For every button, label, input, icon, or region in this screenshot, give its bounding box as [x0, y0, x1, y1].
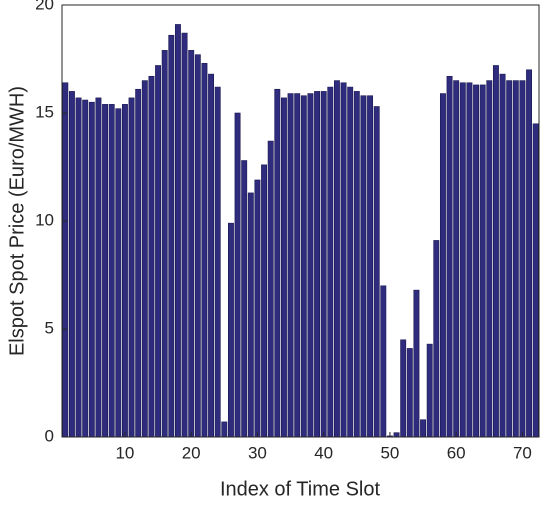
bar — [466, 82, 473, 438]
bar — [333, 80, 340, 438]
y-tick-label: 20 — [35, 0, 54, 13]
x-tick-label: 40 — [314, 443, 333, 462]
bar — [247, 192, 254, 438]
bar — [135, 88, 142, 438]
x-tick-label: 70 — [513, 443, 532, 462]
y-tick-label: 10 — [35, 210, 54, 229]
bar — [141, 80, 148, 438]
bar — [433, 240, 440, 438]
x-tick-label: 30 — [248, 443, 267, 462]
bar — [82, 99, 89, 438]
bar — [499, 73, 506, 438]
x-tick-label: 10 — [115, 443, 134, 462]
bar — [314, 91, 321, 438]
bar — [155, 65, 162, 438]
bar — [148, 75, 155, 438]
bar — [446, 75, 453, 438]
bar — [294, 93, 301, 438]
y-tick-label: 15 — [35, 102, 54, 121]
bar — [161, 50, 168, 438]
x-tick-label: 20 — [182, 443, 201, 462]
bar — [168, 34, 175, 438]
bar — [201, 63, 208, 438]
bar — [95, 97, 102, 438]
bar — [267, 140, 274, 438]
bar — [128, 97, 135, 438]
bar — [526, 69, 533, 438]
bar — [227, 222, 234, 438]
bar — [459, 82, 466, 438]
bar — [300, 95, 307, 438]
bar — [234, 112, 241, 438]
bar — [439, 93, 446, 438]
bar — [254, 179, 261, 438]
bar — [453, 80, 460, 438]
bar — [108, 104, 115, 438]
bar — [420, 419, 427, 438]
bar — [75, 97, 82, 438]
bar — [327, 86, 334, 438]
bar — [121, 104, 128, 438]
bar — [88, 101, 95, 438]
x-tick-label: 60 — [447, 443, 466, 462]
bar — [406, 348, 413, 438]
bar — [181, 32, 188, 438]
bar — [320, 91, 327, 438]
bar — [519, 80, 526, 438]
bar — [506, 80, 513, 438]
bar — [214, 86, 221, 438]
bar — [347, 86, 354, 438]
bar — [115, 108, 122, 438]
bar — [380, 285, 387, 438]
bar — [287, 93, 294, 438]
bar — [194, 54, 201, 438]
bar — [221, 421, 228, 438]
bar — [188, 50, 195, 438]
bar — [512, 80, 519, 438]
bar — [174, 24, 181, 438]
bar — [479, 84, 486, 438]
bar — [102, 104, 109, 438]
y-tick-label: 0 — [45, 426, 54, 445]
bar — [413, 289, 420, 438]
bar — [68, 91, 75, 438]
bar — [261, 164, 268, 438]
bar — [360, 95, 367, 438]
bar — [486, 80, 493, 438]
bar — [492, 65, 499, 438]
bar — [307, 93, 314, 438]
bar — [367, 95, 374, 438]
bar — [280, 97, 287, 438]
bar — [340, 82, 347, 438]
bar — [353, 91, 360, 438]
bar — [393, 432, 400, 438]
bar — [373, 106, 380, 438]
x-tick-label: 50 — [380, 443, 399, 462]
y-tick-label: 5 — [45, 318, 54, 337]
bar — [62, 82, 69, 438]
bar — [473, 84, 480, 438]
bar — [274, 88, 281, 438]
bar — [426, 343, 433, 438]
y-axis-label: Elspot Spot Price (Euro/MWH) — [6, 86, 28, 356]
bar — [400, 339, 407, 438]
bar — [208, 73, 215, 438]
bar — [241, 160, 248, 438]
bar — [532, 123, 539, 438]
x-axis-label: Index of Time Slot — [220, 478, 381, 500]
